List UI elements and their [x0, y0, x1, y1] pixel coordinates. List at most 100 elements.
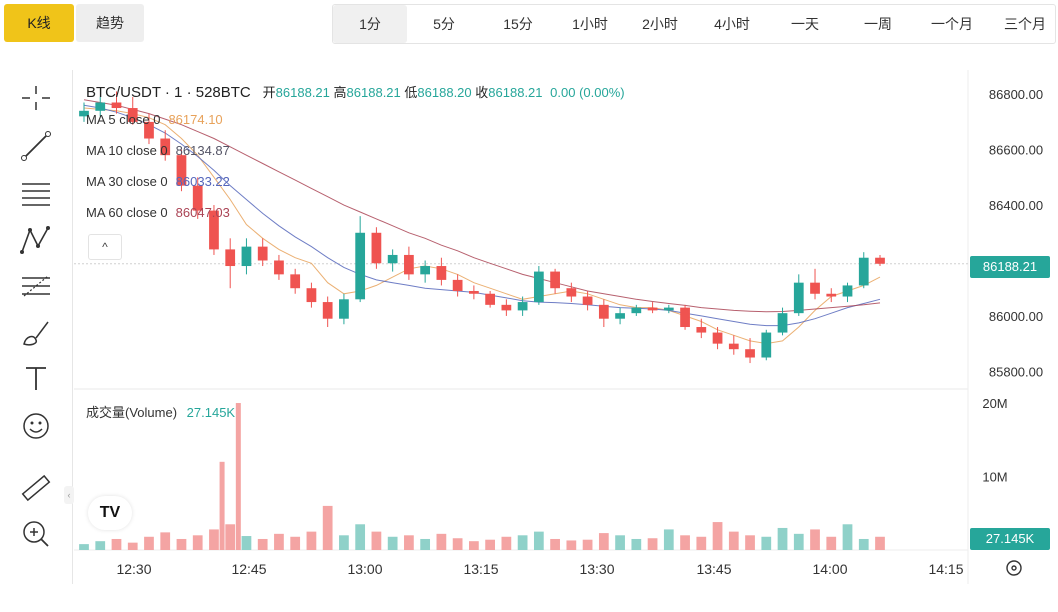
- symbol-label: BTC/USDT · 1 · 528BTC: [86, 84, 251, 101]
- indicator-row: MA 30 close 0 86033.22: [86, 174, 230, 205]
- candle-body: [485, 293, 495, 305]
- volume-bar: [712, 522, 723, 550]
- ruler-icon[interactable]: [16, 470, 56, 506]
- volume-bar: [745, 535, 755, 550]
- candle-body: [420, 266, 431, 275]
- tab-trend[interactable]: 趋势: [76, 4, 144, 42]
- indicator-label: MA 5 close 0: [86, 112, 161, 127]
- volume-bar: [533, 531, 544, 550]
- volume-bar: [95, 541, 106, 550]
- fib-icon[interactable]: [16, 268, 56, 304]
- volume-bar: [826, 536, 837, 550]
- candle-body: [339, 299, 349, 319]
- candle-body: [274, 260, 284, 275]
- price-tick-label: 86800.00: [989, 87, 1043, 102]
- interval-tab-4[interactable]: 2小时: [642, 16, 678, 32]
- volume-bar: [485, 539, 495, 550]
- close-label: 收: [475, 85, 489, 100]
- volume-bar: [160, 532, 171, 550]
- toolbar-collapse-handle[interactable]: ‹: [64, 486, 74, 504]
- emoji-icon[interactable]: [16, 408, 56, 444]
- price-tick-label: 86400.00: [989, 198, 1043, 213]
- candle-body: [452, 279, 463, 291]
- volume-bar: [176, 538, 187, 550]
- tab-kline[interactable]: K线: [4, 4, 74, 42]
- horizontal-lines-icon[interactable]: [16, 176, 56, 212]
- change-value: 0.00 (0.00%): [550, 85, 625, 100]
- zoom-icon[interactable]: [16, 516, 56, 552]
- candle-body: [533, 271, 544, 303]
- candle-body: [875, 257, 885, 264]
- indicator-row: MA 10 close 0 86134.87: [86, 143, 230, 174]
- indicator-value: 86047.03: [175, 205, 230, 220]
- brush-icon[interactable]: [16, 314, 56, 350]
- trend-line-icon[interactable]: [16, 128, 56, 164]
- candle-body: [290, 274, 301, 289]
- candle-body: [663, 307, 674, 311]
- text-icon[interactable]: [16, 360, 56, 396]
- time-tick-label: 12:45: [231, 561, 266, 577]
- current-price-tag: 86188.21: [970, 256, 1050, 278]
- time-tick-label: 14:15: [928, 561, 963, 577]
- volume-bar: [257, 538, 268, 550]
- interval-tab-0[interactable]: 1分: [333, 5, 407, 43]
- candle-body: [745, 349, 755, 358]
- volume-bar: [566, 540, 577, 550]
- price-tick-label: 86000.00: [989, 309, 1043, 324]
- indicator-value: 86134.87: [175, 143, 230, 158]
- volume-bar: [598, 533, 609, 550]
- clock-settings-icon[interactable]: [1004, 558, 1024, 578]
- interval-tab-7[interactable]: 一周: [864, 16, 892, 32]
- interval-tab-6[interactable]: 一天: [791, 16, 819, 32]
- indicator-row: MA 5 close 0 86174.10: [86, 112, 230, 143]
- volume-bar: [631, 538, 642, 550]
- open-label: 开: [262, 85, 276, 100]
- candle-body: [387, 254, 398, 264]
- volume-bar: [436, 533, 447, 550]
- volume-bar: [79, 544, 89, 550]
- volume-bar: [696, 536, 707, 550]
- volume-bar: [355, 524, 366, 550]
- candle-body: [322, 302, 333, 319]
- volume-spike-bar: [235, 403, 241, 550]
- volume-bar: [192, 535, 203, 550]
- drawing-toolbar: [0, 70, 72, 584]
- volume-bar: [111, 538, 122, 550]
- candle-body: [404, 254, 414, 275]
- price-tick-label: 85800.00: [989, 364, 1043, 379]
- candle-body: [598, 304, 609, 319]
- volume-bar: [404, 535, 414, 550]
- interval-tab-2[interactable]: 15分: [503, 16, 533, 32]
- interval-tab-8[interactable]: 一个月: [931, 16, 973, 32]
- volume-label: 成交量(Volume): [86, 405, 178, 420]
- candle-body: [436, 266, 447, 280]
- low-value: 86188.20: [417, 85, 472, 100]
- candle-body: [225, 249, 236, 267]
- candle-body: [355, 232, 366, 300]
- volume-tick-label: 10M: [982, 470, 1007, 485]
- time-tick-label: 13:00: [347, 561, 382, 577]
- volume-bar: [371, 531, 382, 550]
- indicator-label: MA 30 close 0: [86, 174, 168, 189]
- candle-body: [680, 307, 690, 328]
- volume-bar: [615, 535, 625, 550]
- tradingview-logo[interactable]: TV: [88, 496, 132, 530]
- interval-tab-9[interactable]: 三个月: [1004, 16, 1046, 32]
- candle-body: [582, 296, 593, 305]
- candle-body: [777, 313, 788, 333]
- crosshair-icon[interactable]: [16, 80, 56, 116]
- interval-tab-5[interactable]: 4小时: [714, 16, 750, 32]
- collapse-legend-button[interactable]: ^: [88, 234, 122, 260]
- interval-tab-1[interactable]: 5分: [433, 16, 455, 32]
- candle-body: [728, 343, 739, 350]
- interval-tab-3[interactable]: 1小时: [572, 16, 608, 32]
- volume-bar: [387, 536, 398, 550]
- pattern-icon[interactable]: [16, 222, 56, 258]
- volume-bar: [842, 524, 853, 550]
- volume-bar: [810, 529, 820, 550]
- indicator-value: 86174.10: [168, 112, 223, 127]
- candle-body: [761, 332, 772, 358]
- candle-body: [550, 271, 560, 289]
- volume-bar: [663, 529, 674, 550]
- volume-legend: 成交量(Volume) 27.145K: [86, 402, 235, 421]
